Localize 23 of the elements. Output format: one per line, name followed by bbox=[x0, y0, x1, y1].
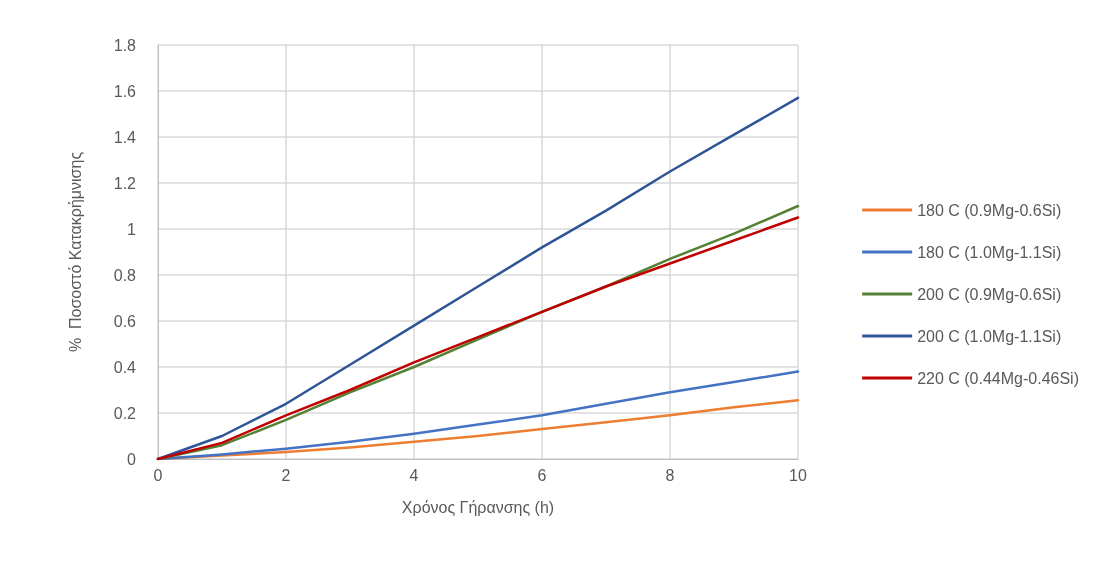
y-tick-label: 0.4 bbox=[113, 358, 137, 376]
legend-label: 180 C (1.0Mg-1.1Si) bbox=[917, 243, 1062, 261]
y-tick-label: 0.2 bbox=[113, 404, 137, 422]
x-tick-label: 6 bbox=[537, 466, 547, 484]
y-tick-label: 1 bbox=[127, 220, 137, 238]
y-tick-label: 1.6 bbox=[113, 82, 137, 100]
x-tick-label: 4 bbox=[409, 466, 419, 484]
x-tick-label: 10 bbox=[789, 466, 807, 484]
legend-label: 200 C (1.0Mg-1.1Si) bbox=[917, 327, 1062, 345]
x-tick-label: 0 bbox=[153, 466, 163, 484]
x-axis-title: Χρόνος Γήρανσης (h) bbox=[401, 498, 555, 516]
y-tick-label: 1.8 bbox=[113, 36, 137, 54]
y-tick-label: 1.2 bbox=[113, 174, 137, 192]
legend-label: 200 C (0.9Mg-0.6Si) bbox=[917, 285, 1062, 303]
legend-label: 220 C (0.44Mg-0.46Si) bbox=[917, 369, 1079, 387]
y-tick-label: 1.4 bbox=[113, 128, 137, 146]
x-tick-label: 8 bbox=[665, 466, 675, 484]
legend-label: 180 C (0.9Mg-0.6Si) bbox=[917, 201, 1062, 219]
y-tick-label: 0.8 bbox=[113, 266, 137, 284]
y-tick-label: 0 bbox=[127, 450, 137, 468]
y-axis-title: % Ποσοστό Κατακρήμνισης bbox=[66, 151, 84, 353]
x-tick-label: 2 bbox=[281, 466, 291, 484]
y-tick-label: 0.6 bbox=[113, 312, 137, 330]
